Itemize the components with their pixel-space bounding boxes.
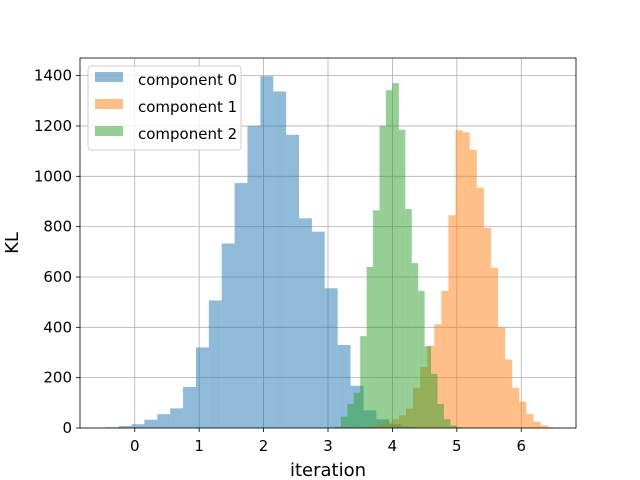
histogram-bar [498,327,506,428]
histogram-bar [340,416,348,428]
histogram-bar [118,425,132,428]
histogram-bar [431,373,438,428]
histogram-bar [540,425,548,428]
legend-label-component-0: component 0 [138,71,237,89]
y-tick-label: 1000 [34,167,72,185]
histogram-bar [157,414,171,428]
histogram-bar [483,227,491,428]
histogram-bar [437,404,444,428]
histogram-bar [424,346,432,428]
histogram-bar [286,134,300,428]
histogram-bar [373,210,380,428]
histogram-bar [366,266,374,428]
axis-ticks: 0 1 2 3 4 5 6 0 200 400 600 800 1000 1200 1400 [34,67,526,455]
histogram-bar [183,386,196,428]
histogram-bar [347,404,354,428]
legend-swatch-component-0 [95,72,123,82]
histogram-bar [469,149,477,429]
histogram-bar [234,183,248,428]
histogram-bar [353,392,361,428]
x-tick-label: 3 [323,437,333,455]
x-tick-label: 1 [194,437,204,455]
histogram-bars [105,76,555,429]
x-tick-label: 2 [259,437,269,455]
histogram-bar [450,425,457,428]
y-tick-label: 1400 [34,67,72,85]
histogram-bar [434,324,442,428]
y-axis-label: KL [2,232,23,254]
histogram-bar [131,424,145,428]
x-tick-label: 6 [516,437,526,455]
histogram-bar [392,83,399,428]
histogram-bar [379,125,386,429]
legend-label-component-2: component 2 [138,125,237,143]
histogram-bar [208,300,222,428]
y-tick-label: 400 [43,318,72,336]
histogram-bar [462,132,470,428]
x-tick-label: 0 [130,437,140,455]
histogram-bar [221,243,235,428]
histogram-bar [398,129,406,429]
histogram-bar [385,90,393,429]
histogram-bar [455,130,463,428]
series-component-0 [105,76,428,429]
histogram-bar [441,290,449,428]
histogram-bar [195,347,209,428]
histogram-bar [490,267,499,428]
histogram-bar [273,91,287,428]
x-tick-label: 5 [452,437,462,455]
histogram-bar [411,263,419,428]
histogram-bar [334,426,341,428]
x-axis-label: iteration [290,460,366,480]
histogram-bar [324,288,338,428]
histogram-bar [448,215,456,428]
legend: component 0 component 1 component 2 [87,65,242,151]
legend-label-component-1: component 1 [138,98,237,116]
histogram-bar [247,125,261,429]
histogram-bar [505,359,513,428]
histogram-bar [299,218,312,428]
histogram-bar [418,290,425,428]
legend-box [87,65,242,151]
legend-swatch-component-1 [95,99,123,109]
histogram-bar [144,419,158,428]
histogram-bar [170,408,184,428]
y-tick-label: 800 [43,218,72,236]
histogram-bar [519,401,527,428]
histogram-bar [311,231,325,428]
histogram-bar [260,76,274,429]
histogram-bar [476,187,484,428]
y-tick-label: 1200 [34,117,72,135]
histogram-bar [405,209,412,428]
y-tick-label: 0 [62,419,72,437]
histogram-bar [526,414,534,428]
histogram-bar [533,421,541,428]
histogram-bar [360,336,367,428]
histogram-bar [337,344,351,428]
y-tick-label: 600 [43,268,72,286]
y-tick-label: 200 [43,369,72,387]
series-component-2 [328,83,464,429]
histogram-bar [512,387,520,428]
x-tick-label: 4 [388,437,398,455]
legend-swatch-component-2 [95,126,123,136]
histogram-bar [443,419,451,428]
